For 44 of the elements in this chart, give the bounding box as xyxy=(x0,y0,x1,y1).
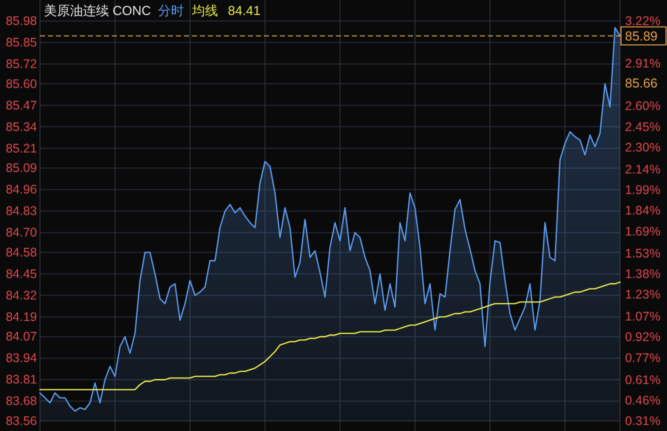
y2-tick-label: 0.77% xyxy=(625,350,660,365)
y2-tick-label: 0.46% xyxy=(625,393,660,408)
y2-tick-label: 2.14% xyxy=(625,162,660,176)
y-tick-label: 85.21 xyxy=(6,141,38,156)
y-tick-label: 83.94 xyxy=(6,351,38,366)
y2-tick-label: 2.60% xyxy=(625,99,660,114)
y2-tick-label: 1.53% xyxy=(625,246,660,260)
y-tick-label: 84.45 xyxy=(6,266,38,281)
y-tick-label: 85.98 xyxy=(6,14,38,28)
y2-tick-label: 0.61% xyxy=(625,372,660,387)
y-tick-label: 85.72 xyxy=(6,56,38,71)
y2-tick-label: 2.45% xyxy=(625,120,660,134)
ref-line-label: 85.89 xyxy=(625,28,658,44)
text: 均线 xyxy=(190,3,218,18)
y-tick-label: 83.68 xyxy=(6,394,38,408)
y-tick-label: 84.70 xyxy=(6,226,38,240)
y-tick-label: 85.85 xyxy=(6,35,38,50)
chart-title: 美原油连续 CONC xyxy=(44,3,151,18)
y2-tick-label: 1.07% xyxy=(625,310,660,324)
y-tick-label: 85.60 xyxy=(6,76,38,91)
y2-tick-label: 1.84% xyxy=(625,204,660,218)
y-tick-label: 83.56 xyxy=(6,414,38,428)
y-tick-label: 85.34 xyxy=(6,120,38,134)
text: 分时 xyxy=(158,3,184,18)
text: 84.41 xyxy=(228,3,260,18)
y2-tick-label: 1.99% xyxy=(625,183,660,198)
y-tick-label: 85.09 xyxy=(6,161,38,176)
y2-tick-label: 1.38% xyxy=(625,266,660,281)
y-tick-label: 84.96 xyxy=(6,182,38,197)
y2-tick-label: 0.92% xyxy=(625,330,660,344)
text: 85.66 xyxy=(625,76,658,90)
y2-tick-label: 2.30% xyxy=(625,140,660,154)
y2-tick-label: 1.23% xyxy=(625,288,660,302)
y2-tick-label: 2.91% xyxy=(625,56,660,71)
y2-tick-label: 0.31% xyxy=(625,414,660,428)
y-tick-label: 83.81 xyxy=(6,372,38,387)
y2-tick-label: 1.69% xyxy=(625,224,660,238)
y-tick-label: 84.32 xyxy=(6,288,38,302)
y-tick-label: 84.07 xyxy=(6,330,38,344)
y-tick-label: 85.47 xyxy=(6,98,38,112)
y-tick-label: 84.58 xyxy=(6,245,38,260)
y2-tick-label: 3.22% xyxy=(625,14,660,28)
y-tick-label: 84.19 xyxy=(6,310,38,324)
y-tick-label: 84.83 xyxy=(6,204,38,218)
